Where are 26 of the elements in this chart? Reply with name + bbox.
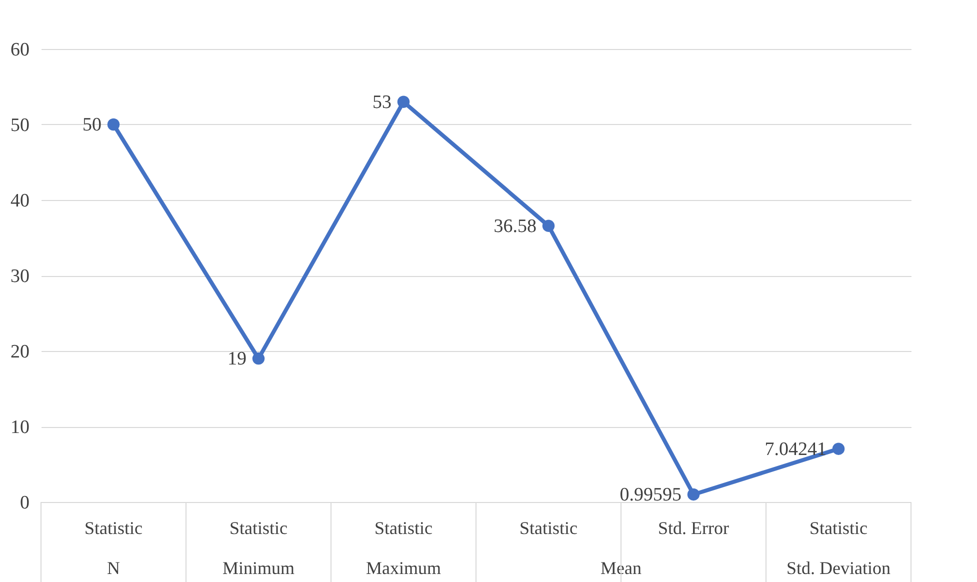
data-label: 53 xyxy=(372,92,392,113)
x-tick-label: Std. Error xyxy=(658,518,729,538)
point xyxy=(542,220,555,232)
y-tick-label: 10 xyxy=(10,417,30,438)
y-tick-label: 40 xyxy=(10,190,30,212)
y-tick-label: 20 xyxy=(10,342,30,362)
x-tick-label: Statistic Maximum xyxy=(366,518,441,578)
data-label: 50 xyxy=(82,114,102,136)
data-label: 19 xyxy=(228,348,246,370)
y-tick-label: 60 xyxy=(10,40,30,60)
data-label: 7.04241 xyxy=(764,438,826,460)
point xyxy=(832,442,845,455)
point xyxy=(252,352,265,365)
data-label: 36.58 xyxy=(494,216,536,237)
point xyxy=(107,118,120,131)
x-tick-label: Statistic Minimum xyxy=(222,518,295,578)
text: Mean xyxy=(600,558,642,578)
y-tick-label: 30 xyxy=(10,266,30,287)
y-tick-label: 0 xyxy=(20,492,30,514)
x-tick-label: Statistic Std. Deviation xyxy=(786,518,890,578)
data-label: 0.99595 xyxy=(620,484,682,506)
y-tick-label: 50 xyxy=(10,115,30,136)
point xyxy=(687,488,700,501)
point xyxy=(397,96,410,108)
x-tick-label: Statistic xyxy=(520,518,578,538)
x-tick-label: Statistic N xyxy=(84,518,143,578)
